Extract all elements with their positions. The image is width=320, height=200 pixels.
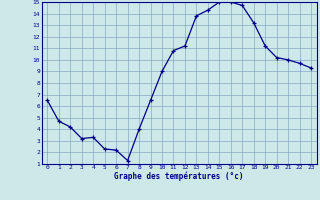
X-axis label: Graphe des températures (°c): Graphe des températures (°c) bbox=[115, 172, 244, 181]
